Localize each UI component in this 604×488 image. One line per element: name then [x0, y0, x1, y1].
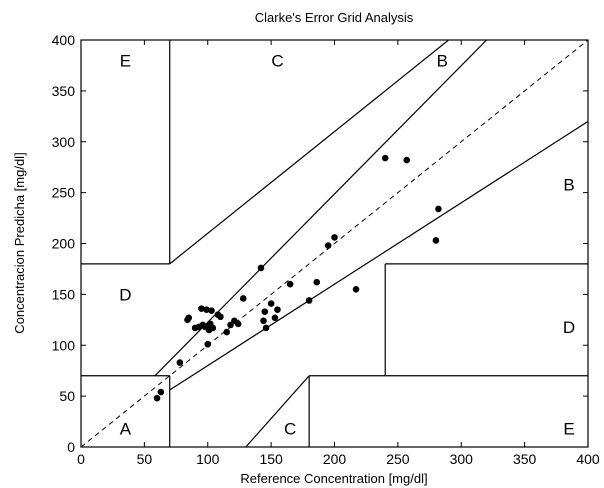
- data-point: [435, 205, 442, 213]
- data-point: [274, 306, 281, 313]
- zone-label-e: E: [120, 51, 131, 70]
- data-point: [305, 297, 313, 304]
- data-point: [331, 234, 338, 241]
- data-point: [257, 264, 265, 272]
- chart-title: Clarke's Error Grid Analysis: [255, 10, 414, 25]
- data-point: [271, 314, 279, 322]
- y-tick-label: 350: [52, 83, 76, 99]
- data-point: [262, 324, 270, 332]
- y-axis-label: Concentracion Predicha [mg/dl]: [12, 152, 27, 333]
- x-tick-label: 400: [576, 451, 600, 467]
- data-point: [432, 237, 440, 244]
- x-tick-label: 100: [196, 451, 220, 467]
- x-tick-label: 0: [77, 451, 85, 467]
- data-point: [352, 285, 360, 293]
- data-point: [267, 300, 275, 307]
- data-point: [157, 388, 165, 396]
- data-point: [223, 328, 231, 336]
- x-axis-label: Reference Concentration [mg/dl]: [240, 471, 427, 486]
- x-tick-label: 250: [386, 451, 410, 467]
- zone-boundary-line: [154, 40, 488, 377]
- x-tick-label: 50: [137, 451, 153, 467]
- zone-boundary-line: [169, 120, 588, 391]
- data-point: [176, 359, 184, 366]
- data-point: [208, 307, 215, 314]
- data-point: [209, 324, 217, 332]
- data-point: [217, 313, 224, 321]
- data-point: [324, 242, 332, 249]
- data-point: [203, 306, 210, 313]
- data-point: [260, 317, 267, 325]
- x-tick-label: 150: [259, 451, 283, 467]
- x-tick-label: 350: [513, 451, 537, 467]
- y-tick-label: 300: [52, 134, 76, 150]
- identity-reference-line: [81, 40, 588, 447]
- y-tick-label: 200: [52, 236, 76, 252]
- data-point: [403, 156, 411, 164]
- zone-label-c: C: [271, 51, 283, 70]
- zone-label-c: C: [284, 420, 296, 439]
- y-tick-label: 400: [52, 32, 76, 48]
- x-tick-label: 300: [450, 451, 474, 467]
- zone-label-b: B: [563, 175, 574, 194]
- data-point: [286, 280, 294, 288]
- data-point: [204, 340, 212, 348]
- x-tick-label: 200: [323, 451, 347, 467]
- zone-label-b: B: [437, 51, 448, 70]
- data-point: [185, 314, 193, 322]
- zone-label-d: D: [119, 285, 131, 304]
- data-point: [261, 308, 269, 315]
- zone-boundary-line: [169, 40, 449, 265]
- data-point: [239, 295, 247, 302]
- zone-label-e: E: [563, 420, 574, 439]
- data-point: [234, 320, 242, 328]
- data-point: [381, 154, 389, 162]
- data-point: [313, 278, 321, 286]
- data-point: [198, 305, 205, 312]
- plot-area: E C B B D D A C E 0 50 100 150 200 250 300 350 400 0 50 100 1…: [52, 32, 600, 467]
- data-point: [153, 394, 161, 402]
- zone-boundary-line: [245, 375, 310, 447]
- zone-label-d: D: [563, 318, 575, 337]
- y-tick-label: 50: [59, 388, 75, 404]
- y-tick-label: 250: [52, 185, 76, 201]
- y-tick-label: 150: [52, 286, 76, 302]
- y-tick-label: 100: [52, 337, 76, 353]
- y-tick-label: 0: [67, 439, 75, 455]
- zone-label-a: A: [120, 420, 132, 439]
